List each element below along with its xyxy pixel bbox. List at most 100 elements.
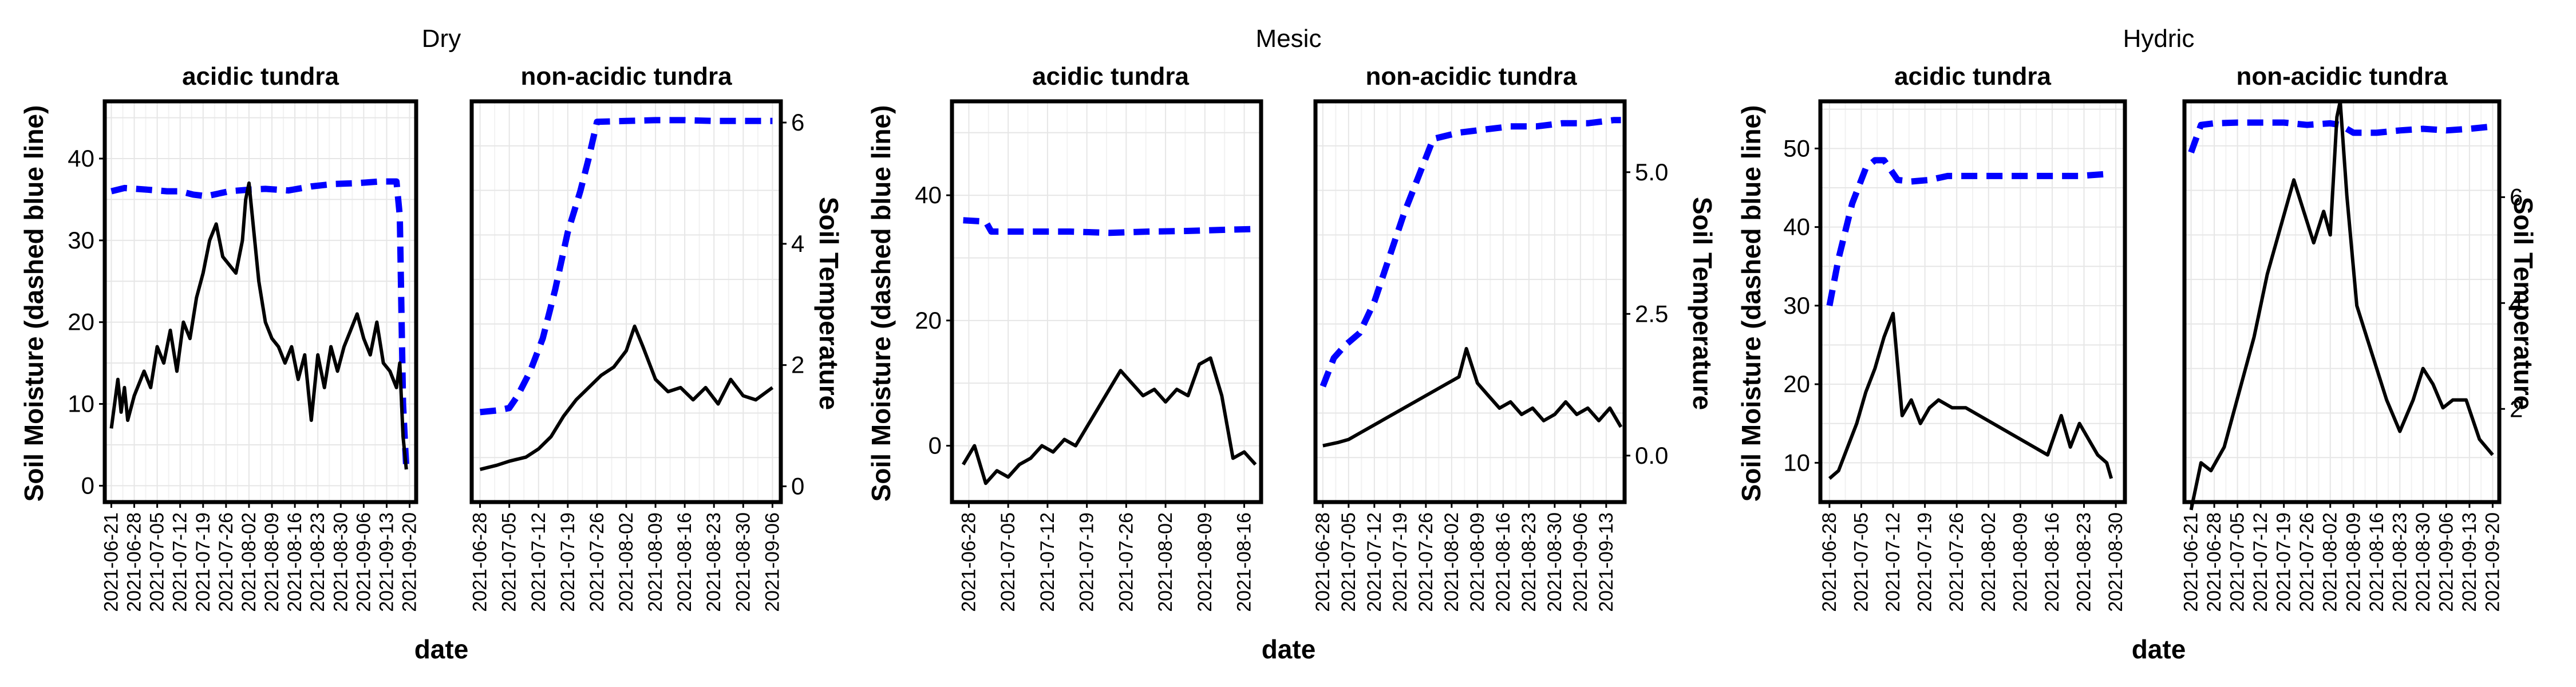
x-tick-label: 2021-07-12: [2250, 512, 2271, 612]
y-tick-label: 0: [81, 472, 94, 499]
x-tick-label: 2021-07-05: [147, 512, 168, 612]
x-tick-label: 2021-07-05: [499, 512, 520, 612]
x-tick-label: 2021-09-06: [761, 512, 783, 612]
panel-frame: [1313, 99, 1627, 504]
y2-tick-label: 2: [2510, 395, 2523, 422]
x-tick-label: 2021-08-30: [330, 512, 351, 612]
x-tick-label: 2021-08-16: [284, 512, 306, 612]
y-tick-label: 20: [68, 309, 94, 335]
y-tick-label: 30: [1783, 292, 1810, 319]
x-tick-label: 2021-07-26: [1946, 512, 1967, 612]
y-tick-label: 0: [929, 432, 942, 459]
x-axis-label-mesic: date: [1262, 634, 1316, 664]
x-tick-label: 2021-06-28: [1312, 512, 1334, 612]
x-tick-label: 2021-07-12: [169, 512, 191, 612]
x-tick-label: 2021-08-02: [1155, 512, 1176, 612]
x-tick-label: 2021-08-09: [2342, 512, 2364, 612]
x-tick-label: 2021-09-13: [2459, 512, 2480, 612]
y2-tick-label: 6: [2510, 183, 2523, 210]
x-tick-label: 2021-07-05: [1850, 512, 1872, 612]
y-tick-label: 10: [1783, 449, 1810, 476]
x-tick-label: 2021-08-09: [645, 512, 666, 612]
x-tick-label: 2021-07-12: [528, 512, 550, 612]
x-tick-label: 2021-09-13: [1595, 512, 1617, 612]
y-axis-label-mesic: Soil Moisture (dashed blue line): [866, 105, 896, 502]
y2-tick-label: 5.0: [1635, 159, 1668, 185]
chart-mesic-acidic-tundra: 2021-06-28 2021-07-05 2021-07-12 2021-07-19…: [915, 99, 1263, 612]
x-tick-label: 2021-06-28: [124, 512, 145, 612]
y2-axis-label-hydric: Soil Temperature: [2508, 197, 2538, 410]
panel-frame: [469, 99, 783, 504]
soil-temperature-line: [962, 356, 1257, 485]
soil-temperature-line: [1322, 347, 1623, 448]
x-tick-label: 2021-08-30: [732, 512, 754, 612]
y2-tick-label: 0: [791, 472, 804, 499]
soil-moisture-line: [480, 117, 773, 416]
panel-subtitle-dry-acidic: acidic tundra: [182, 62, 339, 90]
x-tick-label: 2021-07-19: [192, 512, 214, 612]
x-tick-label: 2021-07-19: [557, 512, 579, 612]
x-tick-label: 2021-08-16: [2366, 512, 2388, 612]
panel-frame: [950, 99, 1263, 504]
y-axis-label-dry: Soil Moisture (dashed blue line): [19, 105, 49, 502]
soil-temperature-line: [479, 324, 774, 471]
x-tick-label: 2021-07-26: [215, 512, 237, 612]
y2-tick-label: 6: [791, 109, 804, 136]
x-tick-label: 2021-07-19: [1076, 512, 1098, 612]
y2-tick-label: 0.0: [1635, 442, 1668, 469]
x-tick-label: 2021-08-23: [703, 512, 725, 612]
x-tick-label: 2021-09-06: [353, 512, 374, 612]
x-tick-label: 2021-06-21: [2180, 512, 2202, 612]
y2-tick-label: 2.5: [1635, 300, 1668, 327]
x-tick-label: 2021-07-12: [1037, 512, 1058, 612]
x-tick-label: 2021-09-20: [399, 512, 421, 612]
x-tick-label: 2021-07-12: [1364, 512, 1385, 612]
panel-subtitle-hydric-acidic: acidic tundra: [1894, 62, 2051, 90]
x-tick-label: 2021-07-05: [997, 512, 1019, 612]
panel-subtitle-hydric-nonacidic: non-acidic tundra: [2236, 62, 2448, 90]
x-tick-label: 2021-09-20: [2482, 512, 2503, 612]
x-tick-label: 2021-07-26: [1115, 512, 1137, 612]
x-tick-label: 2021-08-09: [261, 512, 283, 612]
y-tick-label: 20: [915, 307, 942, 334]
x-tick-label: 2021-08-23: [307, 512, 329, 612]
x-tick-label: 2021-08-02: [1978, 512, 2000, 612]
x-tick-label: 2021-09-06: [1570, 512, 1591, 612]
soil-moisture-line: [1826, 157, 2112, 306]
y-axis-label-hydric: Soil Moisture (dashed blue line): [1736, 105, 1766, 502]
panel-frame: [1818, 99, 2127, 504]
x-tick-label: 2021-07-26: [1415, 512, 1437, 612]
x-tick-label: 2021-09-06: [2435, 512, 2457, 612]
x-axis-label-hydric: date: [2132, 634, 2186, 664]
x-tick-label: 2021-08-09: [1467, 512, 1488, 612]
panel-frame: [102, 99, 418, 504]
x-tick-label: 2021-08-16: [2041, 512, 2063, 612]
group-title-dry: Dry: [422, 25, 461, 53]
x-tick-label: 2021-07-05: [2227, 512, 2249, 612]
x-tick-label: 2021-08-16: [1234, 512, 1255, 612]
panel-frame: [2182, 99, 2502, 504]
y-tick-label: 40: [1783, 214, 1810, 240]
y-tick-label: 40: [68, 145, 94, 172]
x-tick-label: 2021-08-02: [2320, 512, 2341, 612]
x-tick-label: 2021-08-23: [1518, 512, 1540, 612]
x-tick-label: 2021-08-02: [238, 512, 260, 612]
y2-tick-label: 4: [2510, 289, 2523, 316]
x-tick-label: 2021-08-30: [2105, 512, 2127, 612]
x-tick-label: 2021-09-13: [376, 512, 397, 612]
soil-temperature-line: [2189, 100, 2494, 511]
x-tick-label: 2021-07-19: [1389, 512, 1411, 612]
panel-subtitle-mesic-nonacidic: non-acidic tundra: [1365, 62, 1577, 90]
chart-mesic-non-acidic-tundra: 2021-06-28 2021-07-05 2021-07-12 2021-07-19…: [1312, 99, 1668, 612]
x-tick-label: 2021-07-26: [2296, 512, 2318, 612]
soil-moisture-line: [1319, 117, 1621, 388]
soil-moisture-line: [963, 217, 1256, 236]
x-tick-label: 2021-07-12: [1882, 512, 1904, 612]
soil-temperature-line: [109, 181, 408, 470]
x-tick-label: 2021-07-26: [586, 512, 608, 612]
y2-axis-label-mesic: Soil Temperature: [1688, 197, 1717, 410]
x-tick-label: 2021-08-09: [1194, 512, 1216, 612]
x-tick-label: 2021-08-23: [2389, 512, 2411, 612]
x-tick-label: 2021-08-30: [1544, 512, 1566, 612]
